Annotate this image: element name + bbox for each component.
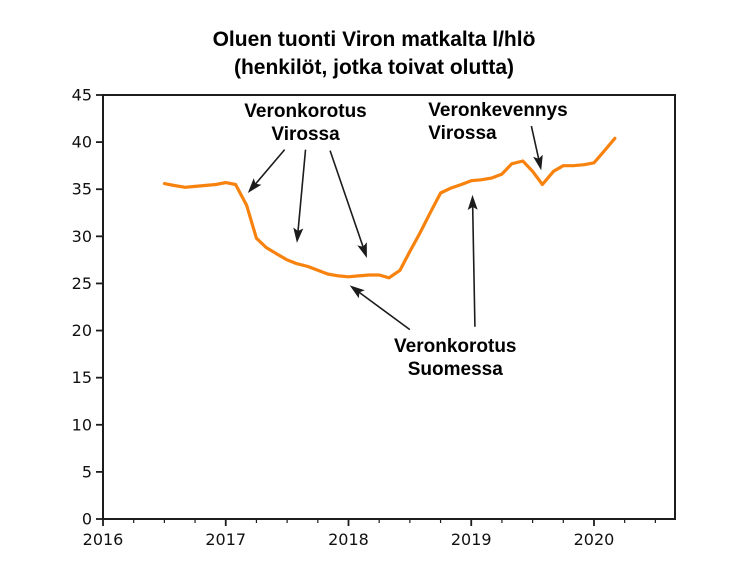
y-axis-tick-label: 30: [72, 227, 92, 246]
annotation-line: Virossa: [271, 124, 340, 145]
annotation-arrowhead: [349, 285, 365, 299]
chart-subtitle: (henkilöt, jotka toivat olutta): [234, 56, 514, 79]
chart-title: Oluen tuonti Viron matkalta l/hlö: [213, 28, 536, 51]
x-axis-tick-label: 2016: [83, 530, 124, 549]
y-axis-tick-label: 40: [72, 133, 92, 152]
y-axis-tick-label: 25: [72, 274, 92, 293]
annotation-arrowhead: [533, 154, 543, 171]
annotation-arrow-line: [471, 203, 476, 327]
y-axis-tick-label: 35: [72, 180, 92, 199]
annotation-line: Suomessa: [408, 359, 503, 380]
x-axis-tick-label: 2017: [205, 530, 246, 549]
y-axis-tick-label: 15: [72, 368, 92, 387]
annotation-arrowhead: [247, 178, 262, 193]
y-axis-tick-label: 5: [82, 462, 92, 481]
y-axis-tick-label: 10: [72, 415, 92, 434]
annotation-arrow-line: [329, 150, 365, 251]
annotation-arrow-line: [296, 149, 307, 235]
annotation-line: Veronkorotus: [244, 101, 366, 122]
y-axis-tick-label: 20: [72, 321, 92, 340]
y-axis-tick-label: 45: [72, 86, 92, 105]
annotation-line: Veronkorotus: [394, 336, 516, 357]
annotation-line: Veronkevennys: [428, 100, 567, 121]
annotation-arrow-line: [530, 125, 541, 163]
x-axis-tick-label: 2019: [451, 530, 492, 549]
data-line: [162, 136, 617, 280]
annotation-arrow-line: [355, 289, 411, 331]
x-axis-tick-label: 2018: [328, 530, 369, 549]
annotation-label-veronkorotus-virossa: Veronkorotus Virossa: [244, 101, 366, 145]
y-axis-tick-label: 0: [82, 510, 92, 529]
annotation-label-veronkevennys-virossa: Veronkevennys Virossa: [428, 100, 567, 144]
plot-frame: [102, 94, 676, 520]
x-axis-tick-label: 2020: [574, 530, 615, 549]
annotation-arrowhead: [467, 194, 478, 210]
annotation-line: Virossa: [428, 123, 497, 144]
annotation-label-veronkorotus-suomessa: Veronkorotus Suomessa: [394, 336, 516, 380]
annotation-arrowhead: [357, 242, 367, 259]
annotation-arrow-line: [252, 149, 286, 188]
annotation-arrowhead: [293, 227, 304, 243]
